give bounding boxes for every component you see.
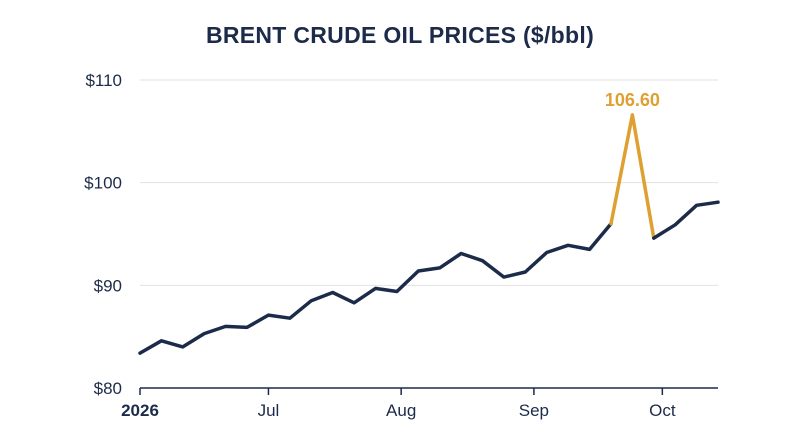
series-line [652, 200, 720, 240]
spike-highlight-line [609, 113, 656, 240]
series-line [138, 221, 613, 355]
peak-data-label: 106.60 [605, 90, 660, 110]
x-tick-label: Sep [519, 401, 549, 420]
y-tick-label: $100 [84, 174, 122, 193]
x-tick-label: Jul [258, 401, 280, 420]
x-tick-label: Oct [649, 401, 676, 420]
y-tick-label: $90 [94, 276, 122, 295]
y-tick-label: $80 [94, 379, 122, 398]
chart-title: BRENT CRUDE OIL PRICES ($/bbl) [205, 22, 595, 48]
x-tick-label: Aug [386, 401, 416, 420]
x-tick-label: 2026 [121, 401, 159, 420]
y-tick-label: $110 [85, 71, 122, 90]
